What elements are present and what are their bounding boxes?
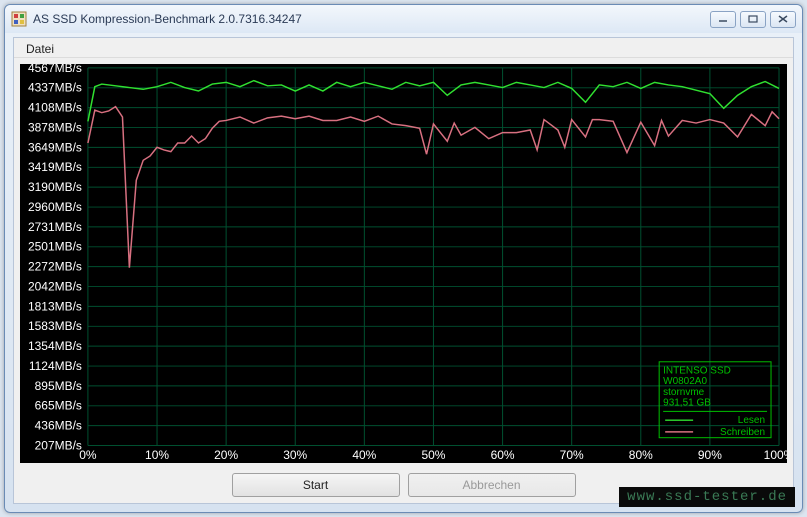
svg-text:2960MB/s: 2960MB/s: [28, 200, 82, 214]
svg-text:30%: 30%: [283, 448, 307, 462]
window-title: AS SSD Kompression-Benchmark 2.0.7316.34…: [33, 12, 710, 26]
svg-text:40%: 40%: [352, 448, 376, 462]
minimize-button[interactable]: [710, 11, 736, 28]
menu-file[interactable]: Datei: [20, 40, 60, 58]
app-icon: [11, 11, 27, 27]
window-buttons: [710, 11, 796, 28]
start-button[interactable]: Start: [232, 473, 400, 497]
svg-text:3419MB/s: 3419MB/s: [28, 160, 82, 174]
client-area: Datei 4567MB/s 4337MB/s 4108MB/s 3878MB/s 36…: [13, 37, 794, 504]
svg-text:INTENSO SSD: INTENSO SSD: [663, 366, 731, 377]
svg-text:1354MB/s: 1354MB/s: [28, 339, 82, 353]
svg-text:3878MB/s: 3878MB/s: [28, 121, 82, 135]
close-button[interactable]: [770, 11, 796, 28]
svg-text:1124MB/s: 1124MB/s: [29, 359, 82, 373]
svg-text:50%: 50%: [421, 448, 445, 462]
svg-text:60%: 60%: [491, 448, 515, 462]
svg-text:stornvme: stornvme: [663, 387, 705, 398]
svg-text:10%: 10%: [145, 448, 169, 462]
svg-text:70%: 70%: [560, 448, 584, 462]
svg-text:2501MB/s: 2501MB/s: [28, 240, 82, 254]
svg-text:665MB/s: 665MB/s: [35, 399, 82, 413]
svg-text:Lesen: Lesen: [738, 415, 765, 426]
svg-text:3190MB/s: 3190MB/s: [28, 180, 82, 194]
cancel-button: Abbrechen: [408, 473, 576, 497]
svg-text:W0802A0: W0802A0: [663, 376, 707, 387]
benchmark-chart: 4567MB/s 4337MB/s 4108MB/s 3878MB/s 3649MB/s…: [20, 64, 787, 463]
svg-text:4108MB/s: 4108MB/s: [28, 101, 82, 115]
watermark: www.ssd-tester.de: [619, 487, 795, 507]
app-window: AS SSD Kompression-Benchmark 2.0.7316.34…: [4, 4, 803, 513]
svg-text:436MB/s: 436MB/s: [35, 419, 82, 433]
svg-text:80%: 80%: [629, 448, 653, 462]
menubar: Datei: [14, 38, 793, 58]
svg-text:2272MB/s: 2272MB/s: [28, 260, 82, 274]
svg-text:931,51 GB: 931,51 GB: [663, 398, 711, 409]
svg-text:2042MB/s: 2042MB/s: [28, 280, 82, 294]
svg-text:1813MB/s: 1813MB/s: [28, 299, 82, 313]
titlebar[interactable]: AS SSD Kompression-Benchmark 2.0.7316.34…: [5, 5, 802, 33]
svg-text:90%: 90%: [698, 448, 722, 462]
svg-text:0%: 0%: [79, 448, 97, 462]
svg-text:20%: 20%: [214, 448, 238, 462]
svg-text:3649MB/s: 3649MB/s: [28, 140, 82, 154]
svg-text:4567MB/s: 4567MB/s: [28, 64, 82, 75]
maximize-button[interactable]: [740, 11, 766, 28]
chart-area: 4567MB/s 4337MB/s 4108MB/s 3878MB/s 3649MB/s…: [20, 64, 787, 463]
svg-text:2731MB/s: 2731MB/s: [28, 220, 82, 234]
svg-text:4337MB/s: 4337MB/s: [28, 81, 82, 95]
svg-text:Schreiben: Schreiben: [720, 427, 765, 438]
svg-text:100%: 100%: [764, 448, 787, 462]
svg-text:207MB/s: 207MB/s: [35, 439, 82, 453]
svg-text:895MB/s: 895MB/s: [35, 379, 82, 393]
svg-text:1583MB/s: 1583MB/s: [28, 319, 82, 333]
